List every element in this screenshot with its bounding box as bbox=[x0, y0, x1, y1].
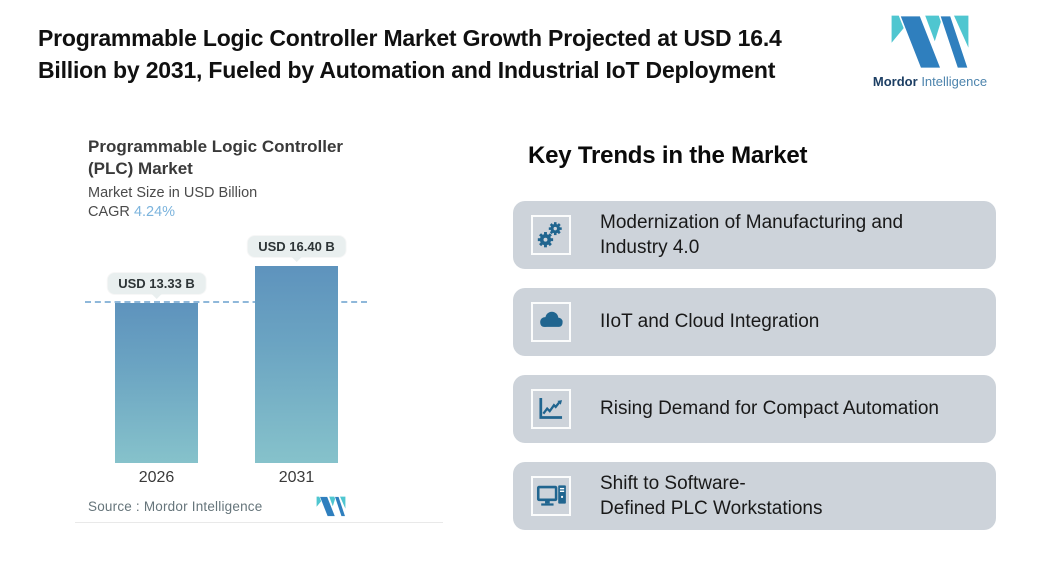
cloud-icon bbox=[540, 311, 563, 327]
category-label-2026: 2026 bbox=[138, 469, 175, 486]
cagr-label: CAGR bbox=[88, 204, 130, 220]
trends-heading: Key Trends in the Market bbox=[528, 142, 808, 169]
bar bbox=[255, 266, 338, 463]
trend-card-iiot-cloud: IIoT and Cloud Integration bbox=[513, 288, 996, 356]
divider bbox=[75, 522, 443, 523]
brand-name-light: Intelligence bbox=[921, 74, 988, 89]
trend-card-label: IIoT and Cloud Integration bbox=[600, 311, 820, 333]
chart-title-line2: (PLC) Market bbox=[88, 159, 193, 178]
reference-line bbox=[85, 301, 367, 303]
trend-cards: Modernization of Manufacturing and Indus… bbox=[513, 201, 996, 530]
source-logo-icon bbox=[316, 496, 346, 517]
chart-title-line1: Programmable Logic Controller bbox=[88, 137, 344, 156]
page-title: Programmable Logic Controller Market Gro… bbox=[38, 22, 868, 86]
trend-card-software-defined: Shift to Software- Defined PLC Workstati… bbox=[513, 462, 996, 530]
gears-icon bbox=[537, 222, 562, 248]
trend-icon-box bbox=[531, 215, 571, 255]
bar-group-2031: USD 16.40 B bbox=[247, 130, 346, 463]
source-label: Source : Mordor Intelligence bbox=[88, 499, 263, 514]
trend-card-label: Shift to Software- Defined PLC Workstati… bbox=[600, 472, 823, 519]
trend-card-compact-automation: Rising Demand for Compact Automation bbox=[513, 375, 996, 443]
bar-value-label: USD 13.33 B bbox=[118, 276, 195, 291]
mordor-intelligence-logo-icon bbox=[891, 14, 970, 70]
trend-card-modernization: Modernization of Manufacturing and Indus… bbox=[513, 201, 996, 269]
key-trends-panel: Key Trends in the Market bbox=[513, 142, 996, 530]
plc-market-chart: USD 13.33 B USD 16.40 B Programmable Log… bbox=[75, 130, 445, 540]
cagr-row: CAGR 4.24% bbox=[88, 204, 343, 220]
page-title-line1: Programmable Logic Controller Market Gro… bbox=[38, 25, 782, 51]
trend-icon-box bbox=[531, 389, 571, 429]
chart-title: Programmable Logic Controller (PLC) Mark… bbox=[88, 136, 343, 180]
bar-value-label: USD 16.40 B bbox=[258, 239, 335, 255]
source-row: Source : Mordor Intelligence bbox=[88, 496, 346, 517]
bar-value-pill: USD 13.33 B bbox=[107, 273, 206, 294]
cagr-value: 4.24% bbox=[133, 204, 176, 220]
page-title-line2: Billion by 2031, Fueled by Automation an… bbox=[38, 57, 776, 83]
brand-name-bold: Mordor bbox=[872, 74, 918, 89]
line-chart-icon bbox=[539, 397, 563, 419]
brand-logo: Mordor Intelligence bbox=[866, 14, 994, 89]
chart-subtitle: Market Size in USD Billion bbox=[88, 185, 258, 201]
brand-name: Mordor Intelligence bbox=[866, 74, 994, 89]
trend-icon-box bbox=[531, 302, 571, 342]
workstation-icon bbox=[536, 485, 566, 506]
trend-card-label: Rising Demand for Compact Automation bbox=[600, 398, 939, 420]
plot-area: USD 13.33 B USD 16.40 B bbox=[75, 130, 445, 463]
bar-group-2026: USD 13.33 B bbox=[107, 130, 206, 463]
bar-value-pill: USD 16.40 B bbox=[247, 236, 346, 258]
trend-card-label: Modernization of Manufacturing and Indus… bbox=[600, 211, 904, 258]
chart-header: Programmable Logic Controller (PLC) Mark… bbox=[88, 136, 343, 220]
bar bbox=[115, 303, 198, 463]
trend-icon-box bbox=[531, 476, 571, 516]
category-label-2031: 2031 bbox=[278, 469, 315, 486]
